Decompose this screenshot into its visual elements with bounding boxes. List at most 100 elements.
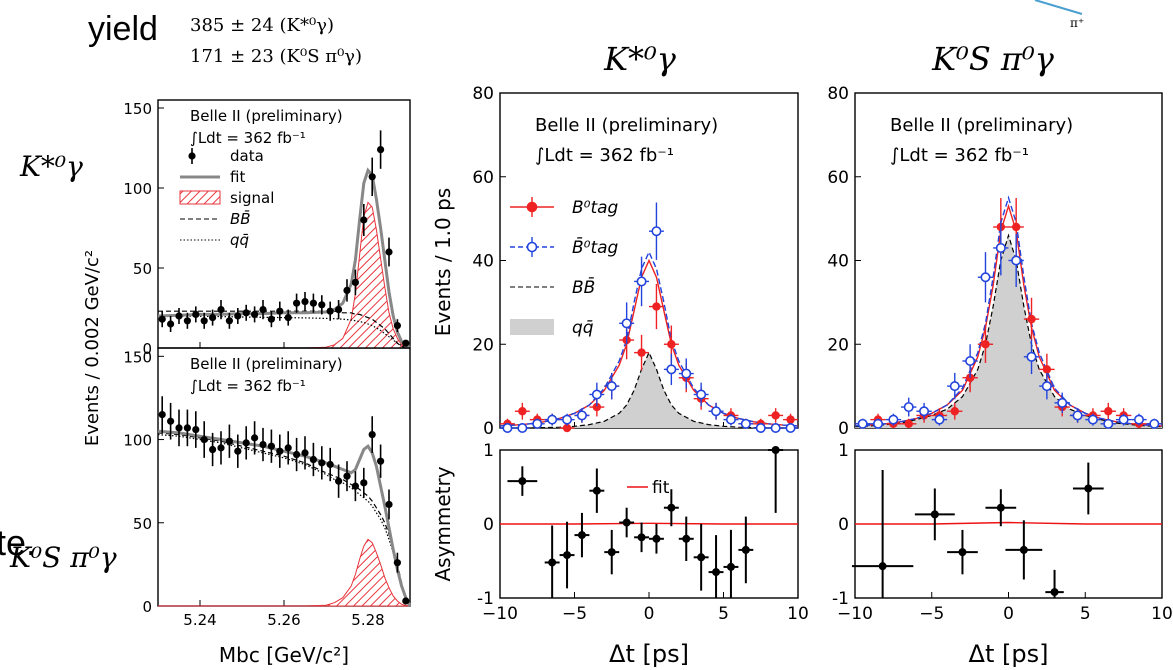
mbc_kstar-data-point [309,299,317,307]
asym_kstar-data-point [563,551,572,560]
dt_ks-btag-point [1042,365,1052,374]
mbc_ks-data-point [225,437,233,445]
dt_ks-qq-area [855,235,1162,428]
mbc_kstar-data-point [335,306,343,314]
dt_ks-btagbar-point [980,272,991,283]
mbc-x-axis-label: Mbc [GeV/c²] [219,643,349,667]
dt_ks-btagbar-point [1011,255,1022,266]
mbc_ks-data-point [351,482,359,490]
mbc_ks-data-point [175,424,183,432]
asym_kstar-data-point [667,503,676,512]
dt_ks-ytick-label: 40 [827,252,849,272]
mbc_kstar-data-point [301,298,309,306]
mbc_ks-data-point [368,430,376,439]
dt_ks-btagbar-point [873,418,884,429]
dt_ks-ytick-label: 0 [838,419,849,439]
mbc_ks-data-point [393,559,401,567]
dt_ks-ytick-label: 80 [827,84,849,104]
asym_kstar-data-point [637,533,646,542]
yield-ks-text: 171 ± 23 (K⁰S π⁰γ) [190,46,362,67]
mbc_ks-data-point [326,460,334,469]
mbc_ks-data-point [309,455,317,464]
asym_ks-xtick-label: −5 [919,604,944,624]
dt_kstar-btagbar-point [532,418,543,429]
mbc_ks-data-point [267,442,275,450]
asym_ks-data-point [996,503,1005,512]
mbc_ks-xtick-label: 5.24 [183,611,216,629]
dt_ks-btag-point [1027,314,1036,324]
mbc_kstar-data-point [183,317,191,325]
asym_kstar-xtick-label: 0 [644,604,655,624]
row-label-ks: K⁰S π⁰γ [9,541,117,574]
dt_kstar-btagbar-point [666,364,677,375]
dt_kstar-btagbar-point [621,318,632,329]
asym_ks-data-point [878,562,887,571]
dt_kstar-btagbar-point [740,418,751,429]
dt_ks-btag-point [981,340,990,349]
mbc_kstar-data-point [360,216,368,224]
mbc_kstar-data-point [293,299,301,307]
dt_kstar-btag-point [667,340,676,349]
mbc_kstar-data-point [192,310,200,318]
dt_ks-btagbar-point [903,402,914,413]
row-label-kstar: K*⁰γ [19,150,83,183]
mbc_ks-data-point [360,479,368,487]
mbc_kstar-data-point [167,320,175,328]
mbc_kstar-data-point [377,146,385,154]
dt_kstar-ytick-label: 60 [472,168,494,188]
asym_kstar-data-point [622,518,631,527]
dt_ks-btag-point [950,407,959,416]
mbc_kstar-annotation: Belle II (preliminary) [190,107,343,125]
dt_ks-btagbar-point [1133,414,1144,425]
mbc_kstar-data-point [276,307,284,315]
dt_kstar-ytick-label: 80 [472,84,494,104]
dt_ks-btagbar-point [1149,418,1160,429]
asym_ks-fit-line [855,521,1162,525]
dt_kstar-qq-area [500,352,798,428]
mbc_ks-signal-area [158,538,411,607]
mbc_ks-data-point [217,444,225,452]
dt_ks-btagbar-point [1057,397,1068,408]
mbc_kstar-data-point [326,307,334,315]
mbc_kstar-ytick-label: 150 [123,100,152,118]
asym_ks-xtick-label: 5 [1080,604,1091,624]
mbc_kstar-data-point [267,315,275,323]
mbc_ks-data-point [276,447,284,455]
mbc_kstar-data-point [217,306,225,314]
dt_kstar-legend-marker [526,241,538,253]
yield-label: yield [88,10,158,48]
dt_ks-btag-point [904,419,913,429]
mbc_kstar-data-point [284,314,292,322]
dt_ks-btagbar-point [1103,418,1114,429]
mbc_ks-data-point [301,449,309,457]
mbc_kstar-legend-marker [188,152,196,160]
dt_ks-btagbar-point [919,406,930,417]
dt_kstar-btagbar-point [517,422,528,433]
mbc_ks-data-point [251,434,259,442]
mbc_kstar-bb-curve [158,310,410,349]
dt_kstar-annotation: Belle II (preliminary) [535,115,718,136]
mbc_kstar-legend-label: BB̄ [230,209,251,228]
mbc-y-axis-label: Events / 0.002 GeV/c² [82,250,103,446]
mbc_ks-data-point [158,410,166,419]
mbc_ks-data-point [234,447,242,455]
asym_ks-xtick-label: 0 [1003,604,1014,624]
mbc_ks-data-point [377,457,385,465]
mbc_ks-data-point [209,445,217,454]
asym_kstar-ytick-label: -1 [477,589,494,609]
mbc_ks-data-point [200,435,208,444]
mbc_kstar-legend-label: fit [230,168,245,186]
asym_kstar-data-point [592,486,601,495]
mbc_ks-data-point [293,450,301,459]
dt_ks-btagbar-point [1041,381,1052,392]
dt_kstar-btag-point [518,407,527,416]
dt_kstar-btag-point [652,302,661,311]
mbc_ks-ytick-label: 150 [123,348,152,366]
mbc_kstar-data-point [368,173,376,181]
mbc_ks-ytick-label: 100 [123,432,152,450]
dt_kstar-btag-point [771,411,780,420]
mbc_kstar-data-point [225,317,233,325]
dt_kstar-btagbar-point [770,422,781,433]
mbc_kstar-data-point [402,339,410,347]
